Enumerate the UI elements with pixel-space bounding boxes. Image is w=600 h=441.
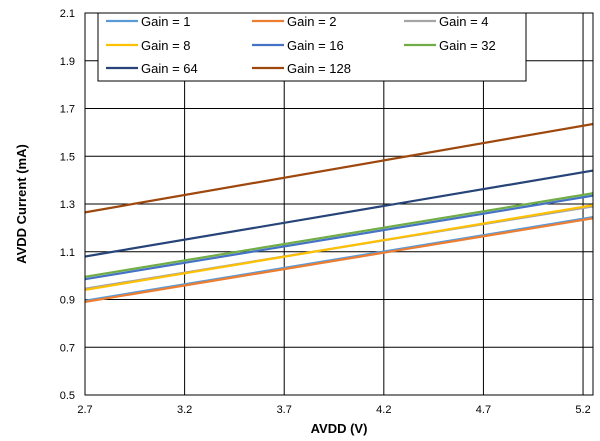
series-line [84, 216, 594, 302]
y-tick-label: 1.3 [60, 199, 75, 211]
legend: Gain = 1 Gain = 2 Gain = 4 Gain = 8 Gain = 1… [97, 12, 527, 82]
x-tick-label: 5.2 [575, 404, 590, 416]
y-tick-label: 1.9 [60, 56, 75, 68]
legend-label: Gain = 32 [439, 38, 496, 53]
series-line [84, 194, 594, 281]
legend-label: Gain = 8 [141, 38, 191, 53]
series-line [84, 192, 594, 278]
legend-label: Gain = 16 [287, 38, 344, 53]
legend-label: Gain = 128 [287, 61, 351, 76]
series-lines [84, 122, 594, 303]
axes: 0.5 0.7 0.9 1.1 1.3 1.5 1.7 1.9 2.1 2.7 3.2 3.7 4.2 4… [60, 8, 594, 416]
legend-label: Gain = 1 [141, 14, 191, 29]
x-tick-label: 3.7 [277, 404, 292, 416]
x-axis-title: AVDD (V) [311, 421, 368, 436]
legend-label: Gain = 64 [141, 61, 198, 76]
y-tick-label: 1.7 [60, 104, 75, 116]
y-tick-label: 0.5 [60, 390, 75, 402]
series-line [84, 122, 594, 214]
x-tick-label: 2.7 [77, 404, 92, 416]
y-tick-label: 0.7 [60, 342, 75, 354]
legend-label: Gain = 4 [439, 14, 489, 29]
y-axis-title: AVDD Current (mA) [14, 144, 29, 264]
y-tick-label: 1.5 [60, 151, 75, 163]
y-tick-label: 2.1 [60, 8, 75, 20]
y-tick-label: 1.1 [60, 247, 75, 259]
legend-label: Gain = 2 [287, 14, 337, 29]
legend-box [97, 12, 527, 82]
series-line [84, 204, 594, 292]
x-tick-label: 4.7 [476, 404, 491, 416]
series-line [84, 169, 594, 258]
x-tick-label: 4.2 [376, 404, 391, 416]
series-line [84, 217, 594, 303]
y-tick-label: 0.9 [60, 295, 75, 307]
x-tick-label: 3.2 [177, 404, 192, 416]
